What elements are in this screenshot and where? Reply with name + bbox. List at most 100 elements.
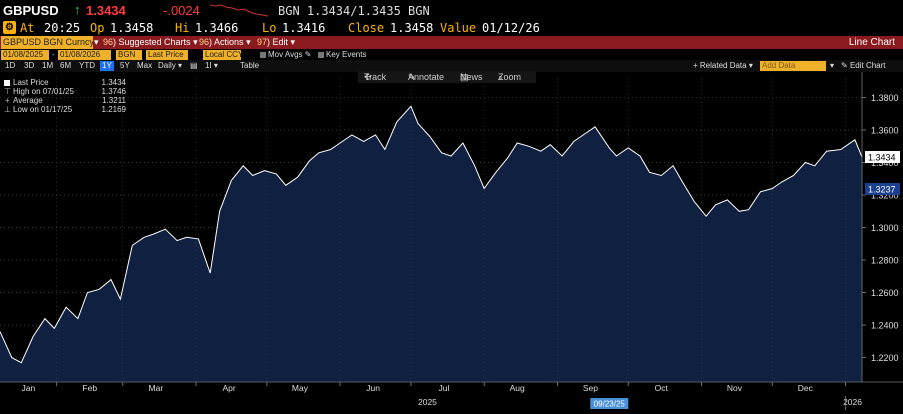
value-date: 01/12/26 bbox=[482, 21, 540, 35]
price-point bbox=[840, 149, 842, 151]
ticker-symbol[interactable]: GBPUSD bbox=[3, 3, 59, 18]
arrow-up-icon: ⊤ bbox=[4, 87, 11, 96]
price-point bbox=[276, 173, 278, 175]
period-button-3d[interactable]: 3D bbox=[24, 61, 35, 70]
chevron-down-icon[interactable]: ▾ bbox=[830, 61, 835, 70]
price-point bbox=[727, 199, 729, 201]
price-point bbox=[209, 272, 211, 274]
price-point bbox=[410, 106, 412, 108]
price-point bbox=[826, 150, 828, 152]
chart-tools: ✣ Track ✎ Annotate ▤ News ⌕ Zoom bbox=[358, 71, 536, 83]
currency-selector[interactable]: Local CCY bbox=[203, 50, 244, 60]
white-square-icon bbox=[4, 79, 10, 86]
period-button-ytd[interactable]: YTD bbox=[79, 61, 95, 70]
mov-avgs-toggle[interactable]: Mov Avgs ✎ bbox=[258, 50, 313, 60]
average-icon: + bbox=[5, 96, 10, 105]
period-button-1y[interactable]: 1Y bbox=[100, 61, 114, 71]
arrow-up-icon: ↑ bbox=[74, 2, 81, 17]
price-point bbox=[573, 141, 575, 143]
price-point bbox=[396, 121, 398, 123]
start-date-field[interactable]: 01/08/2025 bbox=[1, 50, 49, 60]
suggested-charts-button[interactable]: 96) Suggested Charts ▾ bbox=[103, 37, 198, 47]
interval-selector[interactable]: 1I ▾ bbox=[205, 61, 218, 70]
legend-label: Low on 01/17/25 bbox=[13, 105, 73, 114]
x-tick-label: Jun bbox=[366, 383, 380, 393]
bid-ask-quote: BGN 1.3434/1.3435 BGN bbox=[278, 4, 430, 18]
x-tick-label: May bbox=[292, 383, 309, 393]
actions-label: Actions bbox=[214, 37, 244, 47]
mov-avgs-label: Mov Avgs bbox=[268, 50, 303, 59]
price-point bbox=[528, 146, 530, 148]
price-field-selector[interactable]: Last Price bbox=[146, 50, 188, 60]
price-point bbox=[649, 172, 651, 174]
suggested-charts-label: Suggested Charts bbox=[118, 37, 191, 47]
zoom-label: Zoom bbox=[498, 72, 522, 82]
period-button-max[interactable]: Max bbox=[137, 61, 153, 70]
y-tick-label: 1.2400 bbox=[871, 321, 899, 331]
price-point bbox=[748, 209, 750, 211]
key-events-toggle[interactable]: Key Events bbox=[316, 50, 368, 60]
actions-button[interactable]: 96) Actions ▾ bbox=[199, 37, 251, 47]
close-label: Close bbox=[348, 21, 385, 35]
price-point bbox=[242, 165, 244, 167]
price-point bbox=[594, 126, 596, 128]
price-point bbox=[65, 306, 67, 308]
settings-gear-icon[interactable]: ⚙ bbox=[3, 21, 16, 34]
high-label: Hi bbox=[175, 21, 190, 35]
price-point bbox=[231, 180, 233, 182]
x-tick-label: Dec bbox=[798, 383, 814, 393]
price-point bbox=[441, 152, 443, 154]
calendar-icon[interactable] bbox=[106, 50, 111, 60]
price-point bbox=[176, 240, 178, 242]
average-badge-label: 1.3237 bbox=[868, 185, 896, 195]
legend-label: High on 07/01/25 bbox=[13, 87, 74, 96]
table-button[interactable]: Table bbox=[240, 61, 260, 70]
x-tick-label: Jul bbox=[439, 383, 450, 393]
price-point bbox=[44, 318, 46, 320]
period-button-5y[interactable]: 5Y bbox=[120, 61, 130, 70]
end-date-field[interactable]: 01/08/2026 bbox=[58, 50, 106, 60]
y-tick-label: 1.2600 bbox=[871, 288, 899, 298]
security-field[interactable]: GBPUSD BGN Curncy bbox=[1, 36, 93, 49]
period-button-1d[interactable]: 1D bbox=[5, 61, 16, 70]
add-data-input[interactable]: Add Data bbox=[760, 61, 826, 71]
related-data-button[interactable]: + Related Data ▾ bbox=[693, 61, 753, 70]
price-line[interactable] bbox=[0, 105, 863, 364]
legend-label: Last Price bbox=[13, 78, 49, 87]
at-label: At bbox=[20, 21, 35, 35]
edit-chart-button[interactable]: ✎ Edit Chart bbox=[841, 61, 886, 71]
arrow-down-icon: ⊥ bbox=[4, 105, 11, 114]
pencil-icon[interactable]: ✎ bbox=[304, 50, 312, 59]
price-chart[interactable]: 1.2200 1.2400 1.2600 1.2800 1.3000 1.3200 1.34… bbox=[0, 72, 903, 414]
edit-button[interactable]: 97) Edit ▾ bbox=[257, 37, 296, 47]
security-dropdown-icon[interactable]: ▾ bbox=[94, 37, 99, 47]
period-button-daily[interactable]: Daily ▾ bbox=[158, 61, 183, 70]
quote-stats-row: ⚙ At 20:25 Op 1.3458 Hi 1.3466 Lo 1.3416… bbox=[0, 20, 903, 36]
chart-type-icon[interactable]: ▤ bbox=[190, 61, 198, 70]
y-tick-label: 1.3400 bbox=[871, 158, 899, 168]
price-point bbox=[814, 165, 816, 167]
chevron-down-icon: ▾ bbox=[290, 37, 296, 47]
period-button-1m[interactable]: 1M bbox=[42, 61, 54, 70]
price-point bbox=[21, 362, 23, 364]
price-point bbox=[219, 211, 221, 213]
price-point bbox=[772, 188, 774, 190]
price-point bbox=[264, 170, 266, 172]
price-point bbox=[705, 215, 707, 217]
y-tick-label: 1.2200 bbox=[871, 353, 899, 363]
price-point bbox=[32, 336, 34, 338]
source-field[interactable]: BGN bbox=[116, 50, 142, 60]
period-button-6m[interactable]: 6M bbox=[60, 61, 72, 70]
price-point bbox=[672, 165, 674, 167]
low-label: Lo bbox=[262, 21, 277, 35]
function-toolbar: GBPUSD BGN Curncy ▾ 96) Suggested Charts… bbox=[0, 36, 903, 49]
legend-row-last: Last Price 1.3434 bbox=[4, 78, 128, 87]
price-point bbox=[77, 318, 79, 320]
price-point bbox=[87, 292, 89, 294]
price-point bbox=[54, 328, 56, 330]
y-tick-label: 1.3200 bbox=[871, 191, 899, 201]
chart-area[interactable]: 1.2200 1.2400 1.2600 1.2800 1.3000 1.3200 1.34… bbox=[0, 72, 903, 414]
chevron-down-icon: ▾ bbox=[246, 37, 251, 47]
price-point bbox=[639, 155, 641, 157]
edit-label: Edit bbox=[272, 37, 289, 47]
